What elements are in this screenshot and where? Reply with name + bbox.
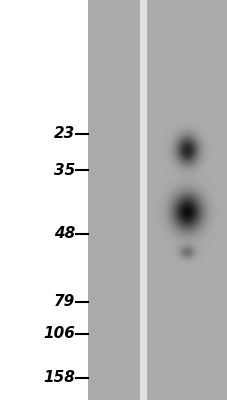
Text: 48: 48 <box>54 226 75 242</box>
Bar <box>87 0 140 400</box>
Text: 79: 79 <box>54 294 75 310</box>
Text: 23: 23 <box>54 126 75 142</box>
Bar <box>140 0 146 400</box>
Text: 158: 158 <box>43 370 75 386</box>
Text: 35: 35 <box>54 162 75 178</box>
Bar <box>146 0 227 400</box>
Text: 106: 106 <box>43 326 75 342</box>
